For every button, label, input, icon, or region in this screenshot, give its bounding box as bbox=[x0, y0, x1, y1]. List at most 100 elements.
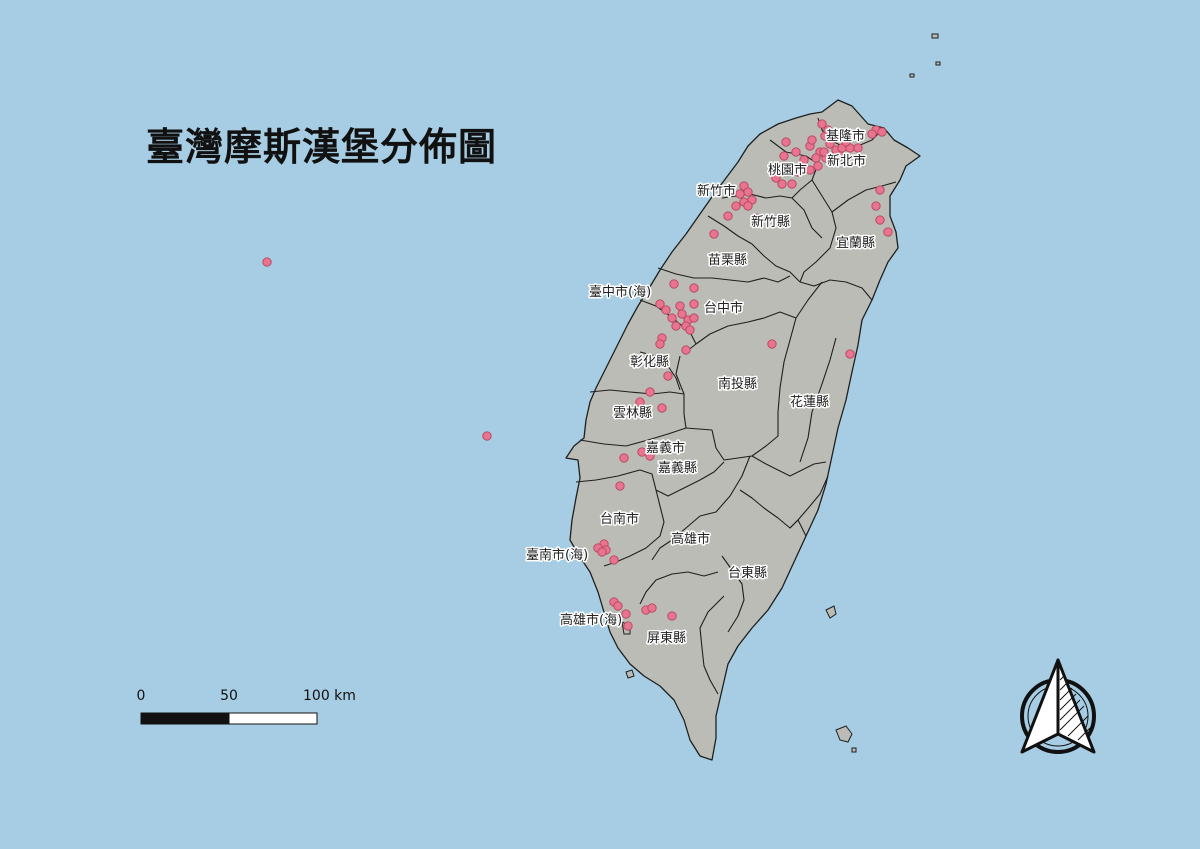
store-point bbox=[685, 325, 695, 335]
north-arrow-icon bbox=[1020, 658, 1096, 754]
store-point bbox=[819, 147, 829, 157]
store-point bbox=[735, 189, 745, 199]
store-point bbox=[645, 451, 655, 461]
store-point bbox=[689, 283, 699, 293]
store-point bbox=[647, 603, 657, 613]
scale-tick-label: 50 bbox=[220, 688, 238, 704]
store-point bbox=[779, 151, 789, 161]
store-point bbox=[823, 125, 833, 135]
store-point bbox=[635, 397, 645, 407]
small-island bbox=[851, 747, 857, 753]
scale-tick-label: 0 bbox=[137, 688, 146, 704]
region-label: 台中市 bbox=[704, 300, 743, 316]
store-point bbox=[731, 201, 741, 211]
store-point bbox=[723, 211, 733, 221]
region-label: 新竹市 bbox=[697, 183, 736, 199]
store-point bbox=[621, 609, 631, 619]
store-point bbox=[785, 163, 795, 173]
store-point bbox=[663, 371, 673, 381]
region-label: 高雄市(海) bbox=[560, 612, 622, 628]
store-point bbox=[811, 153, 821, 163]
store-point bbox=[793, 167, 803, 177]
region-label: 宜蘭縣 bbox=[836, 235, 875, 251]
store-point bbox=[743, 187, 753, 197]
store-point bbox=[597, 547, 607, 557]
store-point bbox=[825, 139, 835, 149]
store-point bbox=[669, 279, 679, 289]
taiwan-island bbox=[565, 99, 921, 761]
store-point bbox=[675, 301, 685, 311]
map-title: 臺灣摩斯漢堡分佈圖 bbox=[146, 125, 498, 169]
store-point bbox=[681, 345, 691, 355]
store-point bbox=[777, 179, 787, 189]
store-point bbox=[619, 453, 629, 463]
store-point bbox=[661, 305, 671, 315]
region-label: 彰化縣 bbox=[630, 354, 669, 370]
region-label: 高雄市 bbox=[671, 531, 710, 547]
store-point bbox=[875, 185, 885, 195]
store-point bbox=[667, 313, 677, 323]
store-point bbox=[871, 201, 881, 211]
store-point bbox=[799, 155, 809, 165]
store-point bbox=[807, 135, 817, 145]
store-point bbox=[743, 201, 753, 211]
region-label: 臺南市(海) bbox=[526, 547, 588, 563]
small-island bbox=[931, 33, 939, 39]
store-point bbox=[689, 313, 699, 323]
green-island bbox=[835, 725, 853, 743]
store-point bbox=[709, 229, 719, 239]
store-point bbox=[805, 165, 815, 175]
scale-bar: 0 50 100 km bbox=[137, 688, 356, 725]
region-label: 屏東縣 bbox=[647, 630, 686, 646]
store-point bbox=[853, 143, 863, 153]
store-point bbox=[781, 137, 791, 147]
store-point bbox=[835, 151, 845, 161]
scale-tick-label: 100 km bbox=[303, 688, 356, 704]
store-points bbox=[262, 119, 893, 631]
region-label: 台東縣 bbox=[728, 565, 767, 581]
small-island bbox=[935, 61, 941, 66]
region-label: 新北市 bbox=[827, 153, 866, 169]
store-point bbox=[875, 215, 885, 225]
region-label: 嘉義市 bbox=[646, 440, 685, 456]
small-island bbox=[909, 73, 915, 78]
store-point bbox=[883, 227, 893, 237]
small-island bbox=[825, 605, 837, 619]
region-label: 苗栗縣 bbox=[708, 253, 747, 268]
store-point bbox=[841, 137, 851, 147]
store-point bbox=[827, 157, 837, 167]
store-point bbox=[877, 127, 887, 137]
region-label: 桃園市 bbox=[768, 162, 807, 178]
region-label: 花蓮縣 bbox=[790, 394, 829, 410]
store-point bbox=[671, 321, 681, 331]
region-label: 台南市 bbox=[600, 511, 639, 527]
store-point bbox=[767, 339, 777, 349]
store-point bbox=[787, 179, 797, 189]
store-point bbox=[655, 339, 665, 349]
store-point bbox=[667, 611, 677, 621]
region-label: 基隆市 bbox=[826, 128, 865, 144]
store-point bbox=[845, 349, 855, 359]
store-point bbox=[645, 387, 655, 397]
store-point bbox=[689, 299, 699, 309]
county-boundaries bbox=[575, 117, 897, 695]
store-point bbox=[613, 601, 623, 611]
store-point bbox=[751, 213, 761, 223]
store-point bbox=[623, 621, 633, 631]
store-point bbox=[615, 481, 625, 491]
store-point bbox=[813, 161, 823, 171]
scale-bar-segment bbox=[140, 712, 230, 725]
store-point bbox=[867, 129, 877, 139]
region-label: 南投縣 bbox=[718, 376, 757, 392]
region-label: 嘉義縣 bbox=[658, 460, 697, 476]
store-point bbox=[262, 257, 272, 267]
store-point bbox=[817, 119, 827, 129]
store-point bbox=[482, 431, 492, 441]
store-point bbox=[609, 555, 619, 565]
small-island bbox=[625, 669, 635, 679]
store-point bbox=[677, 309, 687, 319]
region-label: 臺中市(海) bbox=[589, 284, 651, 300]
store-point bbox=[771, 173, 781, 183]
store-point bbox=[791, 147, 801, 157]
